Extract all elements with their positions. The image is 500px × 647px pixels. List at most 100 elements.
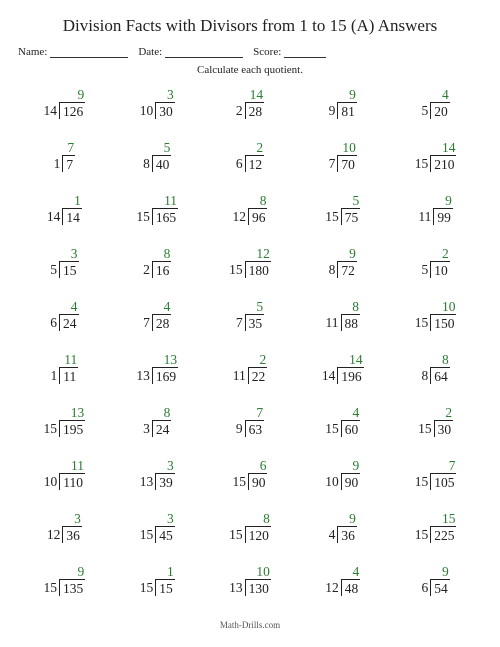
problem-cell: 7428 [111, 296, 204, 349]
long-division-problem: 2816 [143, 261, 171, 278]
dividend-wrap: 345 [155, 526, 175, 543]
long-division-problem: 3824 [143, 420, 171, 437]
quotient: 9 [349, 88, 356, 102]
divisor: 7 [143, 316, 150, 331]
dividend: 165 [156, 210, 176, 225]
dividend: 70 [341, 157, 355, 172]
problem-cell: 11222 [204, 349, 297, 402]
dividend: 20 [434, 104, 448, 119]
dividend-wrap: 114 [62, 208, 82, 225]
divisor: 15 [44, 422, 58, 437]
dividend: 35 [249, 316, 263, 331]
dividend-wrap: 990 [341, 473, 361, 490]
problem-cell: 12448 [296, 561, 389, 614]
long-division-problem: 7535 [236, 314, 264, 331]
divisor: 13 [136, 369, 150, 384]
long-division-problem: 15345 [140, 526, 175, 543]
long-division-problem: 5315 [50, 261, 78, 278]
long-division-problem: 15575 [325, 208, 360, 225]
page-title: Division Facts with Divisors from 1 to 1… [18, 16, 482, 36]
long-division-problem: 1414196 [322, 367, 364, 384]
dividend: 96 [252, 210, 266, 225]
divisor: 15 [415, 316, 429, 331]
long-division-problem: 7428 [143, 314, 171, 331]
long-division-problem: 1513195 [44, 420, 86, 437]
dividend: 12 [249, 157, 263, 172]
divisor: 9 [329, 104, 336, 119]
long-division-problem: 12896 [232, 208, 267, 225]
divisor: 9 [236, 422, 243, 437]
quotient: 1 [167, 565, 174, 579]
dividend-wrap: 10130 [245, 579, 271, 596]
dividend-wrap: 1111 [59, 367, 78, 384]
long-division-problem: 10990 [325, 473, 360, 490]
long-division-problem: 15690 [232, 473, 267, 490]
dividend: 14 [66, 210, 80, 225]
long-division-problem: 12448 [325, 579, 360, 596]
divisor: 12 [325, 581, 339, 596]
divisor: 15 [44, 581, 58, 596]
problem-cell: 8972 [296, 243, 389, 296]
quotient: 9 [349, 247, 356, 261]
dividend: 180 [249, 263, 269, 278]
name-label: Name: [18, 46, 47, 58]
problem-cell: 12336 [18, 508, 111, 561]
score-field: Score: [253, 46, 326, 58]
dividend: 130 [249, 581, 269, 596]
problem-cell: 1511165 [111, 190, 204, 243]
long-division-problem: 6212 [236, 155, 264, 172]
long-division-problem: 15230 [418, 420, 453, 437]
dividend: 120 [249, 528, 269, 543]
long-division-problem: 8540 [143, 155, 171, 172]
quotient: 8 [164, 406, 171, 420]
long-division-problem: 1514210 [415, 155, 457, 172]
quotient: 4 [442, 88, 449, 102]
dividend-wrap: 14196 [337, 367, 363, 384]
divisor: 15 [140, 581, 154, 596]
quotient: 8 [164, 247, 171, 261]
dividend-wrap: 336 [62, 526, 82, 543]
quotient: 4 [71, 300, 78, 314]
dividend-wrap: 1428 [245, 102, 265, 119]
divisor: 15 [232, 475, 246, 490]
long-division-problem: 1310130 [229, 579, 271, 596]
quotient: 4 [164, 300, 171, 314]
dividend-wrap: 981 [337, 102, 357, 119]
problem-cell: 5420 [389, 84, 482, 137]
dividend-wrap: 77 [62, 155, 75, 172]
dividend-wrap: 212 [245, 155, 265, 172]
dividend-wrap: 13195 [59, 420, 85, 437]
dividend: 54 [434, 581, 448, 596]
divisor: 14 [47, 210, 61, 225]
quotient: 2 [445, 406, 452, 420]
divisor: 15 [136, 210, 150, 225]
long-division-problem: 177 [54, 155, 76, 172]
long-division-problem: 14114 [47, 208, 82, 225]
dividend-wrap: 424 [59, 314, 79, 331]
problems-grid: 1491261033021428998154201778540621271070… [18, 84, 482, 614]
dividend: 210 [434, 157, 454, 172]
dividend-wrap: 8120 [245, 526, 271, 543]
divisor: 7 [236, 316, 243, 331]
quotient: 3 [167, 512, 174, 526]
long-division-problem: 6424 [50, 314, 78, 331]
long-division-problem: 12336 [47, 526, 82, 543]
long-division-problem: 1313169 [136, 367, 178, 384]
divisor: 15 [325, 210, 339, 225]
dividend: 24 [156, 422, 170, 437]
dividend: 99 [437, 210, 451, 225]
date-field: Date: [138, 46, 243, 58]
footer-text: Math-Drills.com [18, 620, 482, 630]
divisor: 12 [232, 210, 246, 225]
quotient: 13 [71, 406, 85, 420]
long-division-problem: 15115 [140, 579, 175, 596]
dividend-wrap: 15225 [430, 526, 456, 543]
dividend: 15 [63, 263, 77, 278]
long-division-problem: 5420 [421, 102, 449, 119]
problem-cell: 11111 [18, 349, 111, 402]
divisor: 10 [44, 475, 58, 490]
date-label: Date: [138, 46, 162, 58]
quotient: 2 [256, 141, 263, 155]
problem-cell: 158120 [204, 508, 297, 561]
problem-cell: 1414196 [296, 349, 389, 402]
